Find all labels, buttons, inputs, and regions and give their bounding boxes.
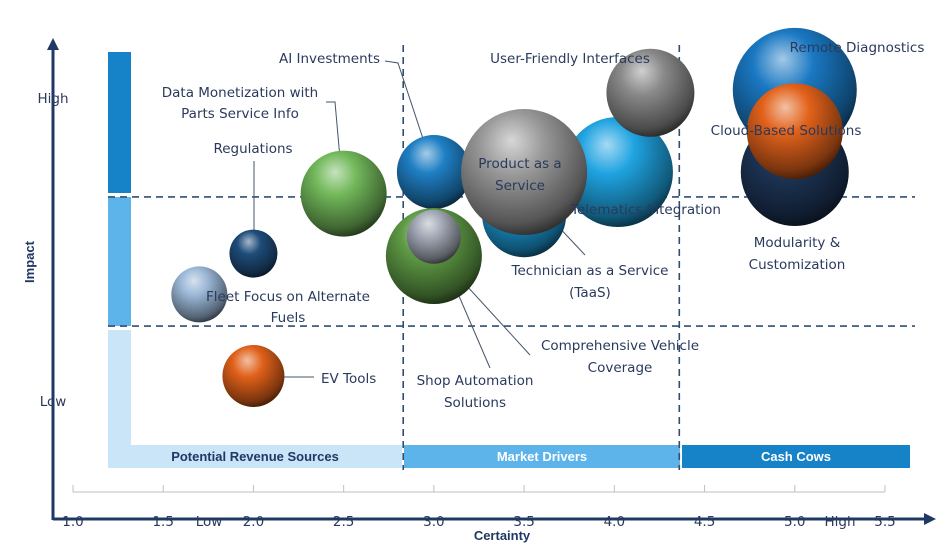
bubble-label: User-Friendly Interfaces [490,51,650,67]
bubble-label: Coverage [588,360,653,376]
axes: 1.0 1.5 2.0 2.5 3.0 3.5 4.0 4.5 5.0 5.5 Low High … [22,38,936,543]
bubble-label: Remote Diagnostics [790,40,925,56]
x-axis-arrow-icon [924,513,936,525]
x-tick-label: 3.5 [513,514,534,530]
bubble-label: Customization [749,257,846,273]
bubble-label: Comprehensive Vehicle [541,338,699,354]
x-tick-label: 5.0 [784,514,805,530]
x-tick-label: 2.5 [333,514,354,530]
bubble-label: Fleet Focus on Alternate [206,289,370,305]
bubble-label: Parts Service Info [181,106,299,122]
bubble-label: EV Tools [321,371,376,387]
band-label: Potential Revenue Sources [171,449,339,464]
x-tick-label: 4.0 [604,514,625,530]
leader-line [384,60,435,173]
impact-band-high [108,52,131,193]
x-tick-label: 5.5 [874,514,895,530]
certainty-band [682,445,910,468]
bubble-label: (TaaS) [569,285,611,301]
bubble-label: AI Investments [279,51,380,67]
impact-band-low [108,330,131,450]
x-tick-label: 1.5 [152,514,173,530]
bubble [229,229,278,278]
bubble-label: Regulations [213,141,292,157]
impact-band-medium [108,197,131,326]
bubble [222,345,285,407]
quadrant-bands: Potential Revenue Sources Market Drivers C… [108,52,910,468]
y-high-label: High [37,91,68,107]
certainty-band [108,445,402,468]
bubble-label: Technician as a Service [511,263,669,279]
x-tick-label: 2.0 [243,514,264,530]
bubble-label: Shop Automation [417,373,534,389]
y-low-label: Low [40,394,67,410]
band-label: Market Drivers [497,449,587,464]
y-axis-arrow-icon [47,38,59,50]
bubble-label: Service [495,178,545,194]
bubble [406,209,461,264]
bubble [461,109,588,235]
x-tick-label: 3.0 [423,514,444,530]
bubble [396,135,471,209]
y-axis-title: Impact [22,240,37,283]
bubble-label: Modularity & [754,235,841,251]
bubbles [171,27,857,407]
bubble [606,48,695,137]
bubble-label: Fuels [271,310,306,326]
bubble-labels: Remote Diagnostics Modularity & Customizat… [162,40,925,411]
bubble [300,150,387,237]
x-tick-label: 4.5 [694,514,715,530]
x-tick-label: 1.0 [62,514,83,530]
bubble-label: Data Monetization with [162,85,319,101]
bubble [171,266,228,323]
bubble [746,83,843,180]
bubble [562,117,673,227]
x-high-label: High [824,514,855,530]
x-axis-title: Certainty [474,528,531,543]
bubble-label: Cloud-Based Solutions [711,123,862,139]
bubble-label: Solutions [444,395,506,411]
band-label: Cash Cows [761,449,831,464]
bubble-label: Product as a [478,156,561,172]
x-low-label: Low [196,514,223,530]
certainty-band [404,445,680,468]
bubble-label: Telematics Integration [570,202,721,218]
